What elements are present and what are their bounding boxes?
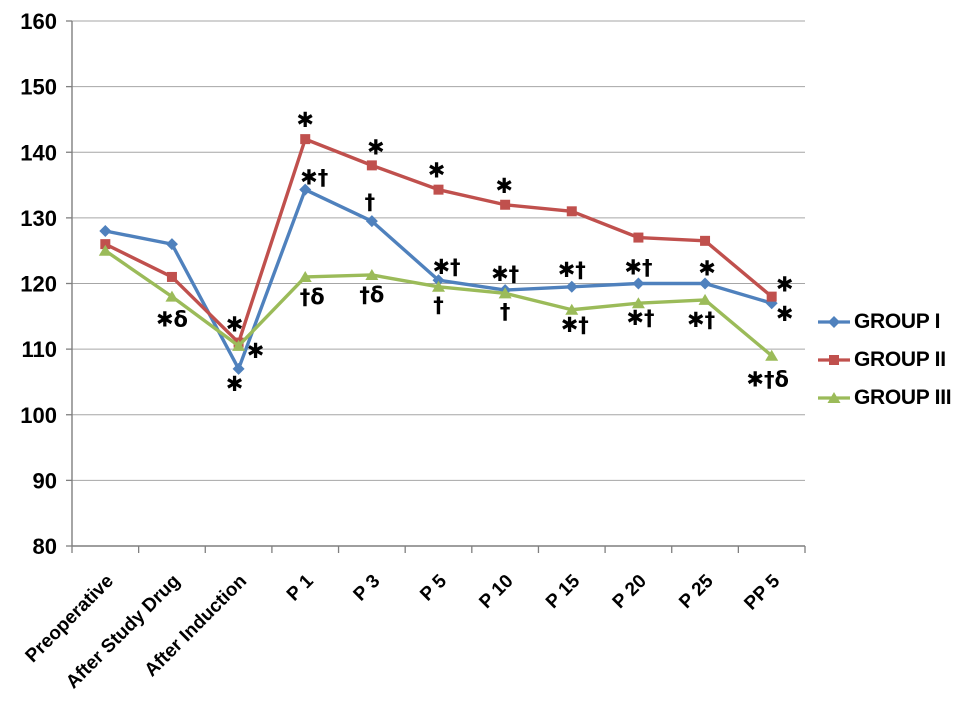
series-group-ii-marker	[300, 134, 311, 145]
significance-annotation: †δ	[359, 283, 384, 307]
series-group-i-marker	[232, 362, 245, 375]
series-group-i	[99, 183, 778, 375]
legend-item-group-2: GROUP II	[818, 348, 951, 372]
series-group-iii	[98, 244, 779, 361]
series-group-iii-marker	[298, 270, 312, 282]
series-group-i-marker	[299, 183, 312, 196]
significance-annotation: ✱	[428, 159, 446, 183]
y-tick-label: 90	[33, 468, 57, 493]
chart-legend: GROUP I GROUP II GROUP III	[818, 310, 952, 424]
legend-marker	[828, 316, 840, 328]
legend-marker	[829, 355, 839, 365]
significance-annotation: ✱†	[687, 308, 715, 332]
significance-annotation: ✱†	[300, 166, 328, 190]
significance-annotation: ✱	[776, 302, 794, 326]
series-group-ii-marker	[366, 160, 377, 171]
y-tick-label: 120	[20, 272, 57, 297]
significance-annotation: ✱	[247, 339, 265, 363]
y-tick-label: 100	[20, 403, 57, 428]
y-tick-label: 160	[20, 9, 57, 34]
series-group-iii-marker	[165, 290, 179, 302]
y-tick-label: 80	[33, 534, 57, 559]
series-group-i-marker	[632, 277, 645, 290]
series-group-iii-marker	[232, 339, 246, 351]
group-1-diamond-marker-icon	[818, 316, 850, 328]
series-group-ii	[100, 134, 777, 348]
significance-annotation: ✱†	[561, 313, 589, 337]
significance-annotation: †	[365, 190, 376, 214]
significance-annotation: ✱	[367, 135, 385, 159]
significance-annotation: ✱†	[491, 262, 519, 286]
y-tick-label: 130	[20, 206, 57, 231]
x-category-label: PP 5	[740, 570, 784, 614]
y-tick-label: 110	[22, 337, 58, 362]
significance-annotation: ✱†	[624, 256, 652, 280]
significance-annotation: ✱	[698, 257, 716, 281]
series-group-iii-marker	[698, 293, 712, 305]
series-group-ii-marker	[433, 184, 444, 195]
series-group-ii-marker	[566, 206, 577, 217]
legend-item-group-3: GROUP III	[818, 386, 952, 410]
series-group-i-marker	[99, 225, 112, 237]
x-category-label: P 5	[416, 570, 451, 605]
legend-label-group-2: GROUP II	[854, 348, 946, 371]
x-category-label: P 15	[542, 570, 585, 613]
significance-annotation: ✱	[296, 108, 314, 132]
legend-item-group-1: GROUP I	[818, 310, 951, 334]
series-group-iii-marker	[498, 287, 512, 299]
series-group-ii-marker	[700, 235, 711, 246]
x-category-label: P 3	[350, 571, 385, 606]
significance-annotation: †	[500, 299, 511, 323]
series-group-i-marker	[565, 280, 578, 293]
significance-annotation: ✱	[226, 313, 244, 337]
significance-annotation: ✱	[226, 372, 244, 396]
significance-annotation: ✱	[495, 174, 513, 198]
x-category-label: P 25	[675, 570, 718, 613]
significance-annotation: ✱δ	[156, 308, 188, 332]
series-group-ii-marker	[500, 199, 511, 210]
legend-marker	[827, 392, 841, 403]
series-group-iii-marker	[98, 244, 112, 256]
significance-annotation: †δ	[300, 285, 325, 309]
significance-annotation: ✱†	[432, 255, 460, 279]
significance-annotation: ✱†	[558, 258, 586, 282]
group-2-square-marker-icon	[818, 355, 850, 365]
series-group-ii-marker	[100, 239, 111, 250]
significance-annotation: ✱†δ	[746, 368, 789, 392]
series-group-ii-marker	[766, 291, 777, 302]
significance-annotation: †	[433, 293, 444, 317]
series-group-i-marker	[432, 274, 445, 287]
x-category-label: P 20	[609, 571, 651, 613]
series-group-iii-marker	[565, 303, 579, 315]
series-group-iii-marker	[631, 297, 645, 309]
series-group-i-marker	[365, 215, 378, 228]
x-category-label: After Study Drug	[62, 571, 184, 693]
series-group-ii-marker	[633, 232, 644, 243]
series-group-iii-marker	[432, 280, 445, 292]
series-group-ii-marker	[166, 271, 177, 282]
legend-label-group-1: GROUP I	[854, 310, 941, 333]
significance-annotation: ✱†	[626, 306, 654, 330]
y-tick-label: 150	[20, 75, 57, 100]
group-3-triangle-marker-icon	[818, 392, 850, 403]
series-group-i-marker	[699, 277, 712, 290]
x-category-label: P 10	[475, 571, 517, 613]
series-group-iii-marker	[365, 268, 379, 280]
significance-annotation: ✱	[776, 273, 794, 297]
y-tick-label: 140	[20, 140, 57, 165]
legend-label-group-3: GROUP III	[854, 386, 952, 409]
series-group-iii-marker	[765, 349, 779, 361]
series-group-i-marker	[165, 238, 178, 251]
x-category-label: P 1	[283, 570, 318, 605]
